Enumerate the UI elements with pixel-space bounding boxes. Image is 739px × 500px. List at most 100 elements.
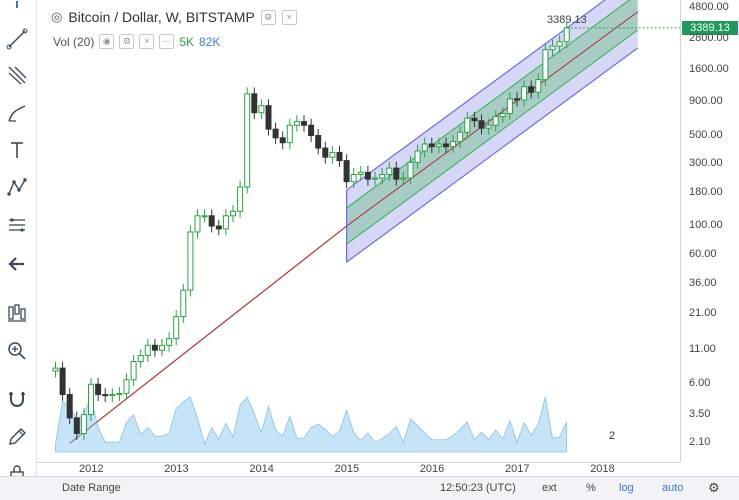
candle-body — [73, 417, 80, 435]
last-price-label: 3389.13 — [547, 13, 587, 26]
candle-body — [379, 173, 386, 179]
settings-gear-icon[interactable]: ⚙ — [708, 480, 720, 495]
candle-body — [173, 316, 180, 340]
ext-toggle[interactable]: ext — [542, 482, 557, 494]
candle-body — [457, 131, 464, 142]
candle-body — [506, 98, 513, 114]
more-icon[interactable]: ⋯ — [159, 34, 175, 49]
measure-tool-icon[interactable] — [4, 212, 30, 238]
candle-body — [137, 355, 144, 362]
time-axis-label: 2018 — [590, 463, 615, 475]
candle-body — [123, 379, 130, 394]
utc-clock[interactable]: 12:50:23 (UTC) — [440, 482, 516, 494]
candle-body — [59, 367, 66, 396]
candle-body — [343, 160, 350, 183]
pattern-tool-icon[interactable] — [4, 174, 30, 200]
edit-pencil-icon[interactable] — [4, 424, 30, 450]
candle-body — [237, 186, 244, 212]
percent-toggle[interactable]: % — [586, 482, 596, 494]
time-axis[interactable]: 2012 2013 2014 2015 2016 2017 2018 — [37, 462, 680, 477]
candle-body — [265, 105, 272, 130]
volume-value-blue: 82K — [199, 34, 221, 49]
candle-body — [386, 167, 393, 175]
candle-body — [109, 394, 116, 397]
candle-body — [350, 173, 357, 183]
candle-body — [180, 289, 187, 318]
candle-body — [329, 151, 336, 158]
auto-toggle[interactable]: auto — [662, 482, 684, 494]
candle-body — [464, 117, 471, 133]
candle-body — [166, 338, 173, 346]
trend-line-tool-icon[interactable] — [4, 26, 30, 52]
remove-icon[interactable]: × — [139, 34, 155, 49]
format-icon[interactable]: ⚙ — [119, 34, 135, 49]
candle-body — [308, 124, 315, 137]
price-axis-label: 60.00 — [689, 247, 717, 260]
support-trend-line — [69, 225, 347, 444]
candle-body — [88, 383, 94, 416]
back-arrow-icon[interactable] — [4, 251, 30, 277]
candle-body — [471, 117, 478, 122]
collapse-circle-icon[interactable]: ◎ — [51, 9, 63, 24]
drawing-toolbar — [0, 0, 37, 482]
candle-body — [414, 150, 421, 163]
toolbar-top-marker — [4, 0, 30, 10]
time-axis-label: 2013 — [164, 463, 189, 475]
templates-tool-icon[interactable] — [4, 300, 30, 326]
price-axis-label: 500.00 — [689, 128, 723, 141]
time-axis-label: 2014 — [249, 463, 274, 475]
candle-body — [499, 112, 506, 118]
candle-body — [563, 27, 570, 43]
price-axis-label: 21.00 — [689, 306, 717, 319]
price-axis[interactable]: 3389.13 4800.00 2800.00 1600.00 900.00 500.0… — [680, 0, 739, 462]
channel-inner-line — [346, 29, 638, 245]
candle-body — [116, 392, 123, 396]
candle-body — [528, 86, 535, 93]
candle-body — [443, 143, 449, 148]
candle-body — [130, 360, 137, 381]
candle-body — [187, 231, 194, 291]
price-axis-label: 2800.00 — [689, 31, 729, 44]
price-axis-label: 36.00 — [689, 276, 717, 289]
candle-body — [492, 116, 499, 126]
time-axis-label: 2016 — [419, 463, 445, 475]
price-axis-label: 2.10 — [689, 436, 711, 449]
candle-body — [52, 367, 59, 372]
candle-body — [222, 215, 229, 230]
fork-tool-icon[interactable] — [4, 62, 30, 88]
date-range-button[interactable]: Date Range — [62, 482, 121, 494]
eye-icon[interactable]: ◉ — [99, 34, 115, 49]
chart-legend: ◎ Bitcoin / Dollar, W, BITSTAMP ⚙ × — [51, 9, 297, 25]
candle-body — [244, 93, 251, 188]
brush-tool-icon[interactable] — [4, 100, 30, 126]
candle-body — [66, 394, 73, 419]
candle-body — [400, 177, 407, 180]
candle-body — [215, 225, 222, 230]
price-axis-label: 6.00 — [689, 377, 711, 390]
price-axis-label: 900.00 — [689, 95, 723, 108]
candle-body — [450, 140, 457, 148]
candle-body — [95, 383, 102, 396]
candle-body — [393, 167, 400, 180]
channel-inner-band — [346, 0, 638, 245]
candle-body — [364, 171, 371, 180]
price-axis-label: 300.00 — [689, 157, 723, 170]
settings-icon[interactable]: ⚙ — [260, 9, 276, 25]
log-toggle[interactable]: log — [619, 482, 634, 494]
time-axis-label: 2017 — [505, 463, 530, 475]
chart-area[interactable]: ◎ Bitcoin / Dollar, W, BITSTAMP ⚙ × Vol … — [37, 0, 739, 476]
zoom-icon[interactable] — [4, 338, 30, 364]
channel-median-line — [346, 11, 638, 227]
price-axis-label: 180.00 — [689, 185, 723, 198]
candle-body — [194, 215, 201, 233]
close-icon[interactable]: × — [281, 9, 297, 25]
price-chart[interactable] — [37, 0, 680, 462]
candle-body — [151, 344, 158, 351]
magnet-icon[interactable] — [4, 386, 30, 412]
candle-body — [293, 121, 300, 126]
event-badge[interactable]: 2 — [609, 430, 616, 442]
candle-body — [272, 128, 279, 139]
price-axis-label: 4800.00 — [689, 1, 729, 14]
price-axis-label: 1600.00 — [689, 63, 729, 76]
text-tool-icon[interactable] — [4, 137, 30, 163]
